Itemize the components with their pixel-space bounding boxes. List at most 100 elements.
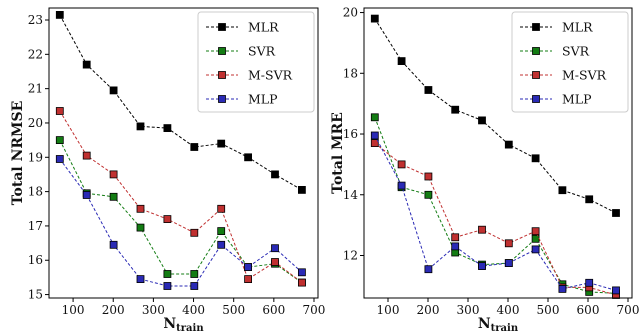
data-point-m-svr xyxy=(109,170,118,179)
data-point-m-svr xyxy=(451,233,460,242)
legend: MLR SVR M-SVR MLP xyxy=(197,11,315,113)
legend-marker-m-svr xyxy=(218,71,226,79)
data-point-mlr xyxy=(397,57,406,65)
series-line-m-svr xyxy=(374,142,617,296)
data-point-svr xyxy=(531,234,540,243)
data-point-mlr xyxy=(109,86,118,95)
data-point-mlr xyxy=(370,14,379,23)
data-point-mlp xyxy=(478,262,486,271)
x-tick-label: 700 xyxy=(303,303,326,317)
x-tick-label: 500 xyxy=(222,303,245,317)
data-point-svr xyxy=(163,270,172,278)
data-point-m-svr xyxy=(163,215,172,224)
data-point-mlp xyxy=(397,181,406,190)
data-point-m-svr xyxy=(190,228,199,237)
data-point-mlr xyxy=(558,186,567,195)
legend-marker-svr xyxy=(218,47,226,55)
x-tick-label: 300 xyxy=(457,303,480,317)
legend-marker-mlp xyxy=(218,95,226,103)
legend-marker-svr xyxy=(532,47,540,55)
data-point-mlr xyxy=(55,10,64,19)
legend-label-mlp: MLP xyxy=(562,92,592,107)
data-point-m-svr xyxy=(478,225,486,234)
data-point-m-svr xyxy=(297,278,306,287)
y-tick-label: 16 xyxy=(343,127,358,141)
y-tick-label: 16 xyxy=(28,253,43,267)
data-point-svr xyxy=(424,190,433,199)
mre-chart: 100 200 300 400 500 600 700 12 14 16 18 20 Ntrain Tot… xyxy=(330,6,639,333)
data-point-svr xyxy=(370,113,379,122)
legend-marker-mlr xyxy=(218,23,226,31)
data-point-svr xyxy=(55,136,64,145)
data-point-mlr xyxy=(585,195,594,204)
data-point-mlp xyxy=(504,259,513,268)
data-point-mlr xyxy=(424,86,433,94)
legend: MLR SVR M-SVR MLP xyxy=(511,11,629,113)
data-point-mlr xyxy=(163,124,172,132)
y-tick-label: 17 xyxy=(28,219,43,233)
data-point-mlr xyxy=(504,140,513,149)
plot-frame xyxy=(363,7,633,299)
y-tick-label: 20 xyxy=(28,116,43,130)
legend-label-m-svr: M-SVR xyxy=(562,68,607,83)
x-tick-label: 500 xyxy=(537,303,560,317)
data-point-mlp xyxy=(531,245,540,254)
data-point-mlp xyxy=(451,242,460,251)
data-point-mlr xyxy=(478,116,486,125)
data-point-mlp xyxy=(190,282,199,290)
data-point-m-svr xyxy=(370,139,379,148)
legend-label-svr: SVR xyxy=(562,44,590,59)
data-point-mlr xyxy=(612,209,620,217)
y-tick-label: 23 xyxy=(28,13,43,27)
series-line-mlp xyxy=(59,158,303,287)
x-tick-label: 200 xyxy=(417,303,440,317)
x-tick-label: 700 xyxy=(617,303,640,317)
y-tick-label: 22 xyxy=(28,47,43,61)
x-axis-title: Ntrain xyxy=(478,316,519,333)
data-point-mlp xyxy=(370,131,379,140)
data-point-mlp xyxy=(82,191,91,199)
legend-label-mlp: MLP xyxy=(248,92,278,107)
data-point-mlr xyxy=(217,139,226,148)
data-point-mlr xyxy=(244,153,253,162)
data-point-mlr xyxy=(190,143,199,151)
y-tick-label: 14 xyxy=(343,188,359,202)
data-point-mlp xyxy=(612,286,620,295)
legend-label-m-svr: M-SVR xyxy=(248,68,293,83)
y-axis-title: Total NRMSE xyxy=(10,101,26,206)
legend-box xyxy=(197,11,315,113)
x-tick-label: 100 xyxy=(377,303,400,317)
data-point-mlp xyxy=(244,263,253,272)
data-point-svr xyxy=(217,227,226,236)
data-point-mlr xyxy=(451,105,460,114)
series-line-mlr xyxy=(59,14,303,191)
legend-marker-mlr xyxy=(532,23,540,31)
legend-label-svr: SVR xyxy=(248,44,276,59)
data-point-mlp xyxy=(163,282,172,290)
data-point-mlp xyxy=(297,268,306,277)
x-tick-label: 400 xyxy=(182,303,205,317)
series-line-svr xyxy=(59,139,303,284)
plot-frame xyxy=(48,7,319,299)
data-point-mlr xyxy=(297,185,306,194)
data-point-mlp xyxy=(424,265,433,274)
data-point-mlp xyxy=(55,155,64,163)
data-point-svr xyxy=(109,192,118,201)
x-axis-title: Ntrain xyxy=(163,316,204,333)
legend-marker-m-svr xyxy=(532,71,540,79)
y-tick-label: 18 xyxy=(343,66,358,80)
data-point-svr xyxy=(136,223,145,232)
data-point-m-svr xyxy=(55,107,64,115)
y-tick-label: 20 xyxy=(343,6,358,20)
legend-label-mlr: MLR xyxy=(248,20,279,35)
y-tick-label: 19 xyxy=(28,150,43,164)
data-point-m-svr xyxy=(504,239,513,248)
data-point-m-svr xyxy=(217,204,226,213)
data-point-svr xyxy=(190,270,199,278)
y-tick-label: 15 xyxy=(28,288,43,302)
series-line-m-svr xyxy=(59,110,303,283)
x-tick-label: 300 xyxy=(142,303,165,317)
data-point-m-svr xyxy=(82,151,91,160)
x-tick-label: 400 xyxy=(497,303,520,317)
